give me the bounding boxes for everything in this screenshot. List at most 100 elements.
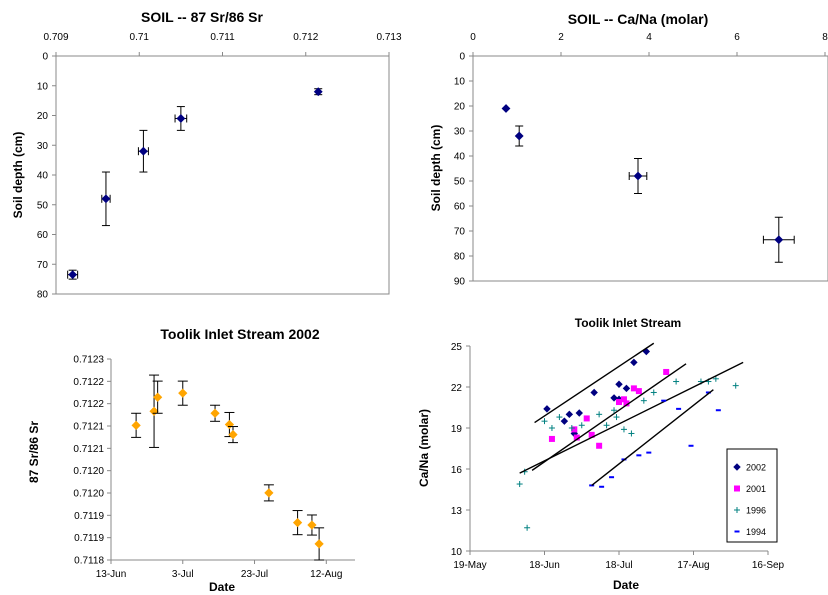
data-point-1996: [611, 407, 618, 414]
chart-toolik-cana: Toolik Inlet Stream Ca/Na (molar) Date 1…: [417, 316, 785, 592]
y-tick-label: 0.7119: [74, 511, 104, 522]
chart-title: SOIL -- 87 Sr/86 Sr: [141, 9, 263, 25]
x-axis-label: Date: [613, 578, 639, 592]
data-point: [774, 235, 784, 245]
legend-label: 2002: [746, 463, 766, 473]
trend-line-2002: [534, 342, 655, 424]
data-point: [314, 539, 324, 549]
data-point: [514, 131, 524, 141]
x-tick-label: 12-Aug: [310, 569, 342, 580]
data-point-2001: [616, 399, 622, 406]
data-point-1994: [646, 451, 652, 454]
data-point-2001: [548, 435, 555, 442]
y-tick-label: 40: [454, 152, 466, 163]
data-point-1996: [650, 389, 657, 396]
legend-box: [726, 448, 778, 543]
y-tick-label: 0: [459, 52, 465, 63]
data-point-1996: [516, 481, 523, 488]
data-point-2001: [663, 368, 670, 375]
y-tick-label: 0.7120: [73, 489, 104, 500]
y-tick-label: 40: [37, 171, 49, 182]
y-tick-label: 20: [454, 102, 466, 113]
data-point: [313, 87, 323, 97]
x-tick-label: 18-Jun: [529, 560, 560, 571]
y-tick-label: 0.7120: [73, 466, 104, 477]
x-tick-label: 18-Jul: [605, 560, 632, 571]
y-tick-label: 22: [451, 383, 463, 394]
data-point: [68, 270, 78, 280]
plot-area: [472, 55, 828, 282]
legend-marker-1996: [734, 507, 740, 513]
data-point-2001: [630, 385, 637, 392]
y-tick-label: 10: [454, 77, 466, 88]
data-point-2002: [575, 409, 583, 417]
data-point-1996: [640, 397, 647, 404]
data-point-1994: [609, 476, 615, 479]
legend-marker-2002: [733, 463, 741, 471]
data-point-1996: [613, 414, 620, 421]
data-point-1994: [705, 391, 711, 394]
chart-toolik-sr: Toolik Inlet Stream 2002 87 Sr/86 Sr Dat…: [27, 326, 355, 594]
chart-title: SOIL -- Ca/Na (molar): [568, 11, 709, 27]
y-axis-label: Soil depth (cm): [429, 125, 443, 212]
chart-soil-cana: SOIL -- Ca/Na (molar) Soil depth (cm) 0 2…: [429, 11, 828, 288]
data-point-1996: [541, 418, 548, 425]
data-point-1994: [688, 444, 694, 447]
data-point-2002: [565, 410, 574, 419]
data-point-1996: [620, 426, 627, 433]
legend-marker-1994: [734, 530, 740, 533]
data-point-1994: [676, 407, 682, 410]
data-point-1996: [578, 422, 585, 429]
data-point-1996: [548, 425, 555, 431]
legend-label: 2001: [746, 484, 766, 494]
data-point-2002: [590, 388, 598, 397]
data-point-2002: [615, 380, 623, 388]
data-point-2001: [571, 426, 578, 433]
legend-marker-2001: [734, 485, 740, 492]
y-tick-label: 70: [454, 227, 466, 238]
y-tick-label: 0.7123: [73, 355, 104, 366]
y-tick-label: 25: [451, 342, 463, 353]
y-axis-label: 87 Sr/86 Sr: [27, 421, 41, 483]
data-point: [101, 194, 111, 204]
x-tick-label: 6: [734, 32, 740, 43]
y-tick-label: 50: [454, 177, 466, 188]
data-point-1994: [636, 454, 642, 457]
x-tick-label: 13-Jun: [96, 569, 127, 580]
legend-label: 1994: [746, 527, 766, 537]
data-point: [153, 392, 163, 402]
data-point-1996: [596, 411, 603, 418]
legend-label: 1996: [746, 506, 766, 516]
y-tick-label: 0.7121: [73, 422, 104, 433]
x-tick-label: 16-Sep: [752, 560, 785, 571]
x-tick-label: 0: [470, 32, 476, 43]
data-point: [501, 104, 511, 113]
data-point: [176, 114, 186, 123]
data-point: [228, 429, 238, 440]
data-point-2002: [630, 358, 638, 367]
x-tick-label: 0.711: [210, 32, 235, 43]
y-tick-label: 80: [454, 252, 466, 263]
y-tick-label: 60: [37, 230, 49, 241]
data-point: [292, 517, 303, 528]
data-point-2002: [560, 417, 569, 425]
x-tick-label: 0.71: [130, 32, 150, 43]
data-point: [138, 146, 148, 156]
data-point-1996: [628, 430, 635, 437]
y-tick-label: 0.7122: [73, 377, 104, 388]
y-tick-label: 10: [37, 81, 49, 92]
y-tick-label: 19: [451, 424, 463, 435]
y-tick-label: 70: [37, 260, 49, 271]
data-point-2001: [596, 442, 603, 449]
x-tick-label: 8: [822, 32, 828, 43]
y-tick-label: 0.7122: [73, 399, 104, 410]
data-point-2001: [583, 415, 590, 422]
y-tick-label: 0.7121: [73, 444, 104, 455]
x-tick-label: 3-Jul: [172, 569, 194, 580]
data-point-1996: [673, 378, 680, 385]
data-point-1994: [661, 399, 667, 402]
chart-soil-sr: SOIL -- 87 Sr/86 Sr Soil depth (cm) 0.70…: [11, 9, 402, 301]
data-point-2001: [623, 400, 630, 407]
y-tick-label: 50: [37, 200, 49, 211]
data-point: [210, 408, 220, 418]
